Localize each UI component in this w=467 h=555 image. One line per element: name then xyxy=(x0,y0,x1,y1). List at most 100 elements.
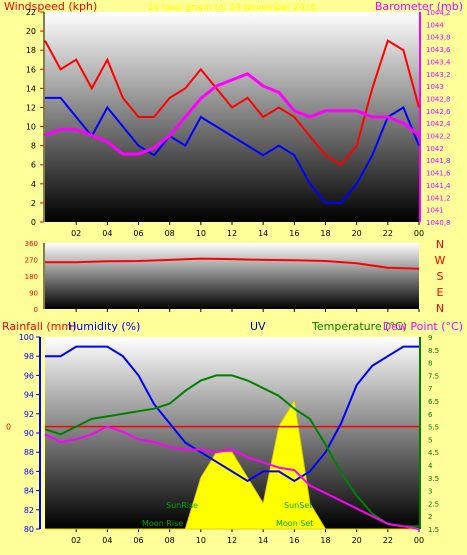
humidity-tick-label: 86 xyxy=(24,467,34,476)
humidity-tick-label: 90 xyxy=(24,429,34,438)
middle-plot-area xyxy=(45,243,419,309)
series-temperature xyxy=(44,374,419,528)
wind-tick-label: 22 xyxy=(26,8,36,17)
annotation-sunrise: SunRise xyxy=(166,501,198,510)
x-tick-label: 22 xyxy=(383,536,393,545)
temperature-tick-label: 2 xyxy=(428,513,432,521)
temperature-axis-title: Temperature (°C) xyxy=(311,320,407,333)
barometer-tick-label: 1043 xyxy=(426,83,444,91)
x-tick-label: 20 xyxy=(352,536,362,545)
barometer-tick-label: 1043,8 xyxy=(426,34,451,42)
series-barometer xyxy=(44,72,420,156)
x-tick-label: 10 xyxy=(196,536,206,545)
humidity-tick-label: 94 xyxy=(24,391,34,400)
x-tick-label: 04 xyxy=(102,229,112,238)
temperature-tick-label: 6.5 xyxy=(428,398,439,406)
humidity-axis-title: Humidity (%) xyxy=(68,320,140,333)
temperature-tick-label: 7.5 xyxy=(428,372,439,380)
x-tick-label: 06 xyxy=(133,229,143,238)
dewpoint-axis-title: Dew Point (°C) xyxy=(383,320,463,333)
barometer-tick-label: 1042 xyxy=(426,145,444,153)
compass-label: N xyxy=(436,238,444,251)
direction-tick-label: 360 xyxy=(25,240,38,248)
direction-tick-label: 0 xyxy=(34,306,38,314)
barometer-tick-label: 1040,8 xyxy=(426,219,451,227)
barometer-tick-label: 1044 xyxy=(426,21,444,29)
direction-tick-label: 90 xyxy=(29,290,38,298)
x-tick-label: 08 xyxy=(165,229,175,238)
series-wind-direction xyxy=(45,257,420,270)
temperature-tick-label: 4.5 xyxy=(428,449,439,457)
x-tick-label: 16 xyxy=(289,229,299,238)
temperature-tick-label: 8.5 xyxy=(428,347,439,355)
x-tick-label: 06 xyxy=(133,536,143,545)
compass-label: S xyxy=(437,270,444,283)
barometer-tick-label: 1042,4 xyxy=(426,120,451,128)
humidity-tick-label: 80 xyxy=(24,525,34,534)
annotation-sunset: SunSet xyxy=(284,501,312,510)
barometer-tick-label: 1043,2 xyxy=(426,71,451,79)
temperature-tick-label: 2.5 xyxy=(428,500,439,508)
barometer-tick-label: 1041,2 xyxy=(426,194,451,202)
barometer-tick-label: 1041 xyxy=(426,207,444,215)
direction-tick-label: 270 xyxy=(25,257,38,265)
temperature-tick-label: 8 xyxy=(428,360,432,368)
temperature-tick-label: 7 xyxy=(428,385,432,393)
series-wind-average xyxy=(45,96,420,204)
barometer-tick-label: 1043,6 xyxy=(426,46,451,54)
barometer-tick-label: 1042,6 xyxy=(426,108,451,116)
x-tick-label: 12 xyxy=(227,536,237,545)
annotation-moonset: Moon Set xyxy=(276,519,313,528)
barometer-tick-label: 1042,2 xyxy=(426,133,451,141)
x-tick-label: 22 xyxy=(383,229,393,238)
wind-tick-label: 14 xyxy=(26,84,36,93)
wind-tick-label: 12 xyxy=(26,103,36,112)
rainfall-axis-title: Rainfall (mm) xyxy=(2,320,76,333)
wind-axis-title: Windspeed (kph) xyxy=(4,0,97,13)
x-tick-label: 04 xyxy=(102,536,112,545)
temperature-tick-label: 3 xyxy=(428,488,432,496)
compass-label: E xyxy=(437,286,444,299)
humidity-tick-label: 88 xyxy=(24,448,34,457)
barometer-tick-label: 1041,8 xyxy=(426,157,451,165)
rain-tick-label: 0 xyxy=(6,423,11,432)
barometer-tick-label: 1043,4 xyxy=(426,58,451,66)
x-tick-label: 12 xyxy=(227,229,237,238)
wind-tick-label: 20 xyxy=(26,27,36,36)
temperature-tick-label: 1.5 xyxy=(428,526,439,534)
temperature-tick-label: 4 xyxy=(428,462,433,470)
temperature-tick-label: 6 xyxy=(428,411,433,419)
x-tick-label: 18 xyxy=(320,536,330,545)
barometer-tick-label: 1042,8 xyxy=(426,95,451,103)
wind-tick-label: 18 xyxy=(26,46,36,55)
x-tick-label: 10 xyxy=(196,229,206,238)
humidity-tick-label: 100 xyxy=(19,333,34,342)
series-humidity xyxy=(45,345,419,483)
humidity-tick-label: 84 xyxy=(24,487,34,496)
wind-tick-label: 8 xyxy=(31,142,36,151)
barometer-axis-title: Barometer (mb) xyxy=(375,0,463,13)
series-uv xyxy=(45,399,419,530)
x-tick-label: 14 xyxy=(258,229,268,238)
temperature-tick-label: 5.5 xyxy=(428,424,439,432)
wind-tick-label: 2 xyxy=(31,199,36,208)
compass-label: N xyxy=(436,302,444,315)
barometer-tick-label: 1041,6 xyxy=(426,170,451,178)
x-tick-label: 02 xyxy=(71,536,81,545)
temperature-tick-label: 9 xyxy=(428,334,432,342)
wind-tick-label: 10 xyxy=(26,123,36,132)
top-plot-area xyxy=(45,12,419,222)
barometer-tick-label: 1041,4 xyxy=(426,182,451,190)
temperature-tick-label: 3.5 xyxy=(428,475,439,483)
x-tick-label: 18 xyxy=(320,229,330,238)
x-tick-label: 16 xyxy=(289,536,299,545)
compass-label: W xyxy=(435,254,446,267)
chart-title: 24 hour graph to: 30 November 2016 xyxy=(148,3,317,13)
x-tick-label: 08 xyxy=(165,536,175,545)
barometer-tick-label: 1044,2 xyxy=(426,9,451,17)
temperature-tick-label: 5 xyxy=(428,436,432,444)
x-tick-label: 02 xyxy=(71,229,81,238)
annotation-moonrise: Moon Rise xyxy=(142,519,183,528)
x-tick-label: 00 xyxy=(414,229,424,238)
